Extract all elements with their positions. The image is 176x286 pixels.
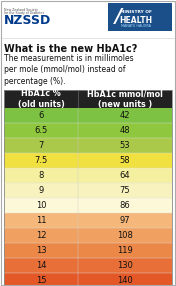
- Text: 75: 75: [120, 186, 130, 195]
- Bar: [4, 108, 172, 123]
- Bar: [4, 273, 172, 286]
- Text: 13: 13: [36, 246, 46, 255]
- Bar: [4, 228, 172, 243]
- Text: HEALTH: HEALTH: [120, 16, 153, 25]
- Bar: [4, 90, 172, 286]
- Text: 7.5: 7.5: [34, 156, 48, 165]
- Text: 6: 6: [38, 111, 44, 120]
- Text: 64: 64: [120, 171, 130, 180]
- Text: 58: 58: [120, 156, 130, 165]
- Text: New Zealand Society: New Zealand Society: [4, 8, 38, 12]
- Bar: [4, 123, 172, 138]
- Text: 15: 15: [36, 276, 46, 285]
- Text: 108: 108: [117, 231, 133, 240]
- Bar: [4, 138, 172, 153]
- Bar: [4, 183, 172, 198]
- Bar: [4, 258, 172, 273]
- Text: MANATŪ HAUORA: MANATŪ HAUORA: [121, 24, 151, 28]
- Text: MINISTRY OF: MINISTRY OF: [120, 10, 152, 14]
- Bar: [4, 168, 172, 183]
- Text: 140: 140: [117, 276, 133, 285]
- Text: 42: 42: [120, 111, 130, 120]
- Text: 6.5: 6.5: [34, 126, 48, 135]
- Text: HbA1c mmol/mol
(new units ): HbA1c mmol/mol (new units ): [87, 89, 163, 109]
- Text: 12: 12: [36, 231, 46, 240]
- Text: HbA1c %
(old units): HbA1c % (old units): [18, 89, 64, 109]
- Text: 7: 7: [38, 141, 44, 150]
- Text: 48: 48: [120, 126, 130, 135]
- Text: 86: 86: [120, 201, 130, 210]
- Text: The measurement is in millimoles
per mole (mmol/mol) instead of
percentage (%).: The measurement is in millimoles per mol…: [4, 54, 134, 86]
- Bar: [108, 3, 172, 31]
- Text: /: /: [114, 7, 122, 27]
- Text: 10: 10: [36, 201, 46, 210]
- Text: 8: 8: [38, 171, 44, 180]
- Text: 9: 9: [38, 186, 44, 195]
- Text: 119: 119: [117, 246, 133, 255]
- Text: NZSSD: NZSSD: [4, 14, 51, 27]
- Bar: [4, 90, 172, 108]
- Text: 130: 130: [117, 261, 133, 270]
- Text: for the Study of Diabetes: for the Study of Diabetes: [4, 11, 44, 15]
- Text: 14: 14: [36, 261, 46, 270]
- Bar: [4, 213, 172, 228]
- Bar: [4, 243, 172, 258]
- Bar: [4, 198, 172, 213]
- Text: 53: 53: [120, 141, 130, 150]
- Text: 97: 97: [120, 216, 130, 225]
- Text: 11: 11: [36, 216, 46, 225]
- Text: What is the new HbA1c?: What is the new HbA1c?: [4, 44, 137, 54]
- Bar: [4, 153, 172, 168]
